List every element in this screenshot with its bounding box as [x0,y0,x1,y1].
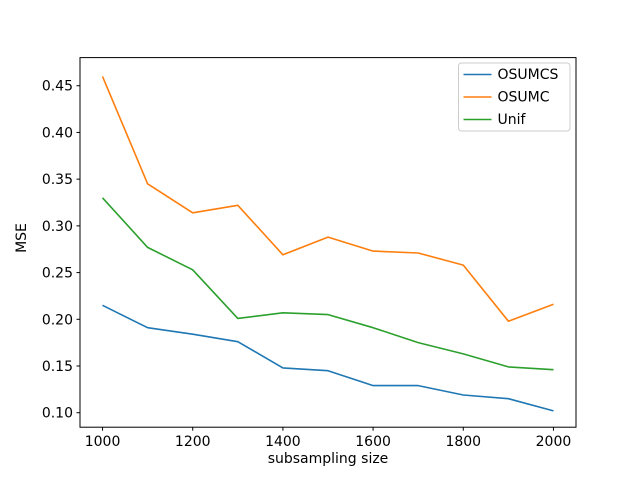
legend-label-osumcs: OSUMCS [498,67,559,83]
legend-label-unif: Unif [498,112,527,128]
x-tick-label: 2000 [536,434,572,450]
y-tick-label: 0.40 [42,125,73,141]
x-tick-label: 1400 [265,434,301,450]
y-tick-label: 0.30 [42,219,73,235]
x-tick-label: 1600 [355,434,391,450]
plot-frame [79,57,577,428]
series-line-osumc [101,76,554,323]
y-axis-label: MSE [14,223,30,253]
y-tick-label: 0.15 [42,359,73,375]
x-axis-label: subsampling size [267,451,389,467]
legend-box [458,62,571,132]
y-tick-label: 0.25 [42,266,73,282]
x-tick-label: 1800 [445,434,481,450]
y-tick-label: 0.20 [42,312,73,328]
legend: OSUMCS OSUMC Unif [458,62,571,132]
y-tick-label: 0.10 [42,406,73,422]
legend-label-osumc: OSUMC [498,90,550,106]
series-line-unif [101,197,554,371]
x-tick-label: 1000 [85,434,121,450]
y-tick-label: 0.45 [42,79,73,95]
y-tick-label: 0.35 [42,172,73,188]
x-tick-label: 1200 [175,434,211,450]
series-line-osumcs [102,304,554,412]
